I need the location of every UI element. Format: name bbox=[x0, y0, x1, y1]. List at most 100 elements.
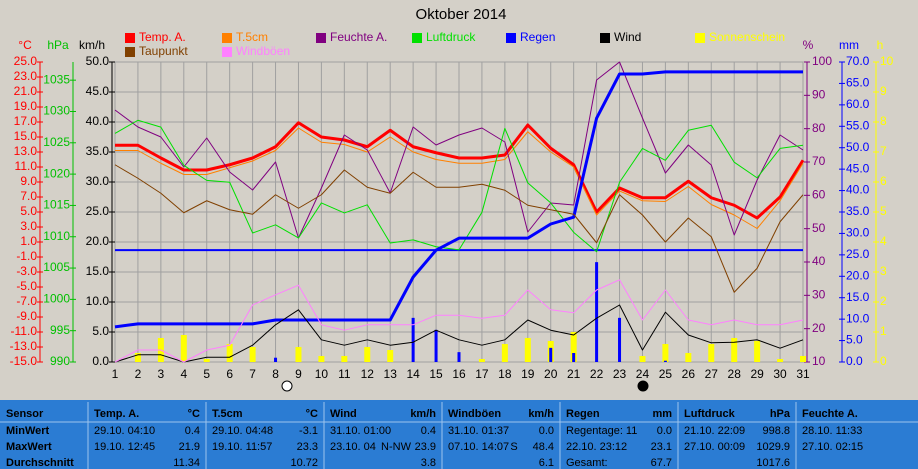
legend-swatch bbox=[125, 47, 135, 57]
y-tick-label: 100 bbox=[812, 54, 832, 68]
bar bbox=[708, 344, 715, 362]
x-tick-label: 20 bbox=[544, 367, 558, 381]
bar bbox=[318, 356, 325, 362]
cell-text: 28.10. 11:33 bbox=[802, 425, 862, 437]
y-tick-label: 35.0 bbox=[86, 144, 110, 158]
y-tick-label: -7.0 bbox=[16, 294, 37, 308]
y-tick-label: 60 bbox=[812, 188, 826, 202]
y-tick-label: 50 bbox=[812, 221, 826, 235]
cell-text: 27.10. 02:15 bbox=[802, 441, 863, 453]
x-tick-label: 18 bbox=[498, 367, 512, 381]
axis-title: mm bbox=[839, 38, 859, 52]
y-tick-label: 1005 bbox=[43, 260, 70, 274]
cell-text: N-NW bbox=[381, 441, 412, 453]
y-tick-label: 5.0 bbox=[92, 324, 109, 338]
bar bbox=[662, 344, 669, 362]
cell-text: 27.10. 00:09 bbox=[684, 441, 745, 453]
x-tick-label: 26 bbox=[682, 367, 696, 381]
y-tick-label: 40 bbox=[812, 254, 826, 268]
legend-label: Feuchte A. bbox=[330, 30, 387, 44]
line bbox=[114, 70, 803, 329]
bar bbox=[685, 353, 692, 362]
y-tick-label: 20.0 bbox=[86, 234, 110, 248]
cell-value: 998.8 bbox=[762, 425, 790, 437]
y-tick-label: 13.0 bbox=[14, 144, 38, 158]
y-tick-label: 6 bbox=[880, 174, 887, 188]
y-tick-label: 30.0 bbox=[846, 226, 870, 240]
cell-text: 22.10. 23:12 bbox=[566, 441, 627, 453]
x-tick-label: 10 bbox=[315, 367, 329, 381]
bar bbox=[364, 347, 371, 362]
y-tick-label: 1.0 bbox=[20, 234, 37, 248]
column-header: Windböen bbox=[448, 408, 501, 420]
y-tick-label: 7.0 bbox=[20, 189, 37, 203]
y-tick-label: 50.0 bbox=[86, 54, 110, 68]
column-unit: °C bbox=[188, 408, 200, 420]
x-tick-label: 23 bbox=[613, 367, 627, 381]
legend-label: Temp. A. bbox=[139, 30, 186, 44]
legend-swatch bbox=[125, 33, 135, 43]
y-tick-label: 25.0 bbox=[86, 204, 110, 218]
bar bbox=[134, 353, 141, 362]
y-tick-label: 1010 bbox=[43, 229, 70, 243]
line bbox=[114, 304, 804, 363]
x-tick-label: 2 bbox=[135, 367, 142, 381]
x-tick-label: 30 bbox=[773, 367, 787, 381]
y-tick-label: 20.0 bbox=[846, 268, 870, 282]
y-tick-label: 15.0 bbox=[14, 129, 38, 143]
x-tick-label: 25 bbox=[659, 367, 673, 381]
bar bbox=[295, 347, 302, 362]
y-tick-label: 65.0 bbox=[846, 76, 870, 90]
y-tick-label: 15.0 bbox=[86, 264, 110, 278]
x-tick-label: 31 bbox=[796, 367, 810, 381]
y-tick-label: -11.0 bbox=[11, 324, 38, 338]
x-tick-label: 21 bbox=[567, 367, 581, 381]
y-tick-label: 10.0 bbox=[86, 294, 110, 308]
y-tick-label: 1000 bbox=[43, 292, 70, 306]
legend-swatch bbox=[506, 33, 516, 43]
bar bbox=[731, 338, 738, 362]
line bbox=[114, 119, 804, 253]
y-tick-label: 995 bbox=[50, 323, 70, 337]
y-tick-label: 19.0 bbox=[14, 99, 38, 113]
legend-swatch bbox=[695, 33, 705, 43]
y-tick-label: 40.0 bbox=[846, 183, 870, 197]
y-tick-label: 25.0 bbox=[846, 247, 870, 261]
full-moon-icon bbox=[281, 380, 293, 392]
y-tick-label: 7 bbox=[880, 144, 887, 158]
y-tick-label: -9.0 bbox=[16, 309, 37, 323]
column-header: Feuchte A. bbox=[802, 408, 858, 420]
cell-value: 1029.9 bbox=[756, 441, 790, 453]
x-tick-label: 8 bbox=[272, 367, 279, 381]
y-tick-label: 50.0 bbox=[846, 140, 870, 154]
y-tick-label: 1035 bbox=[43, 72, 70, 86]
x-tick-label: 27 bbox=[705, 367, 719, 381]
y-tick-label: 1030 bbox=[43, 104, 70, 118]
row-label: MaxWert bbox=[6, 441, 52, 453]
y-tick-label: -13.0 bbox=[10, 339, 38, 353]
cell-value: -3.1 bbox=[299, 425, 318, 437]
x-tick-label: 5 bbox=[203, 367, 210, 381]
cell-text: 31.10. 01:37 bbox=[448, 425, 509, 437]
y-tick-label: 5.0 bbox=[20, 204, 37, 218]
cell-text: 29.10. 04:10 bbox=[94, 425, 155, 437]
cell-value: 0.0 bbox=[539, 425, 554, 437]
bar bbox=[639, 356, 646, 362]
legend-label: Windböen bbox=[236, 44, 290, 58]
y-tick-label: 3 bbox=[880, 264, 887, 278]
bar bbox=[387, 350, 394, 362]
bar bbox=[549, 347, 553, 362]
legend-label: Luftdruck bbox=[426, 30, 476, 44]
line bbox=[114, 61, 804, 239]
x-tick-label: 9 bbox=[295, 367, 302, 381]
bar bbox=[800, 356, 806, 362]
bar bbox=[478, 359, 485, 362]
line bbox=[115, 127, 804, 229]
cell-value: 3.8 bbox=[421, 457, 436, 469]
x-tick-label: 3 bbox=[158, 367, 165, 381]
y-tick-label: 2 bbox=[880, 294, 887, 308]
y-tick-label: 90 bbox=[812, 88, 826, 102]
x-tick-label: 12 bbox=[361, 367, 375, 381]
y-tick-label: 1020 bbox=[43, 166, 70, 180]
